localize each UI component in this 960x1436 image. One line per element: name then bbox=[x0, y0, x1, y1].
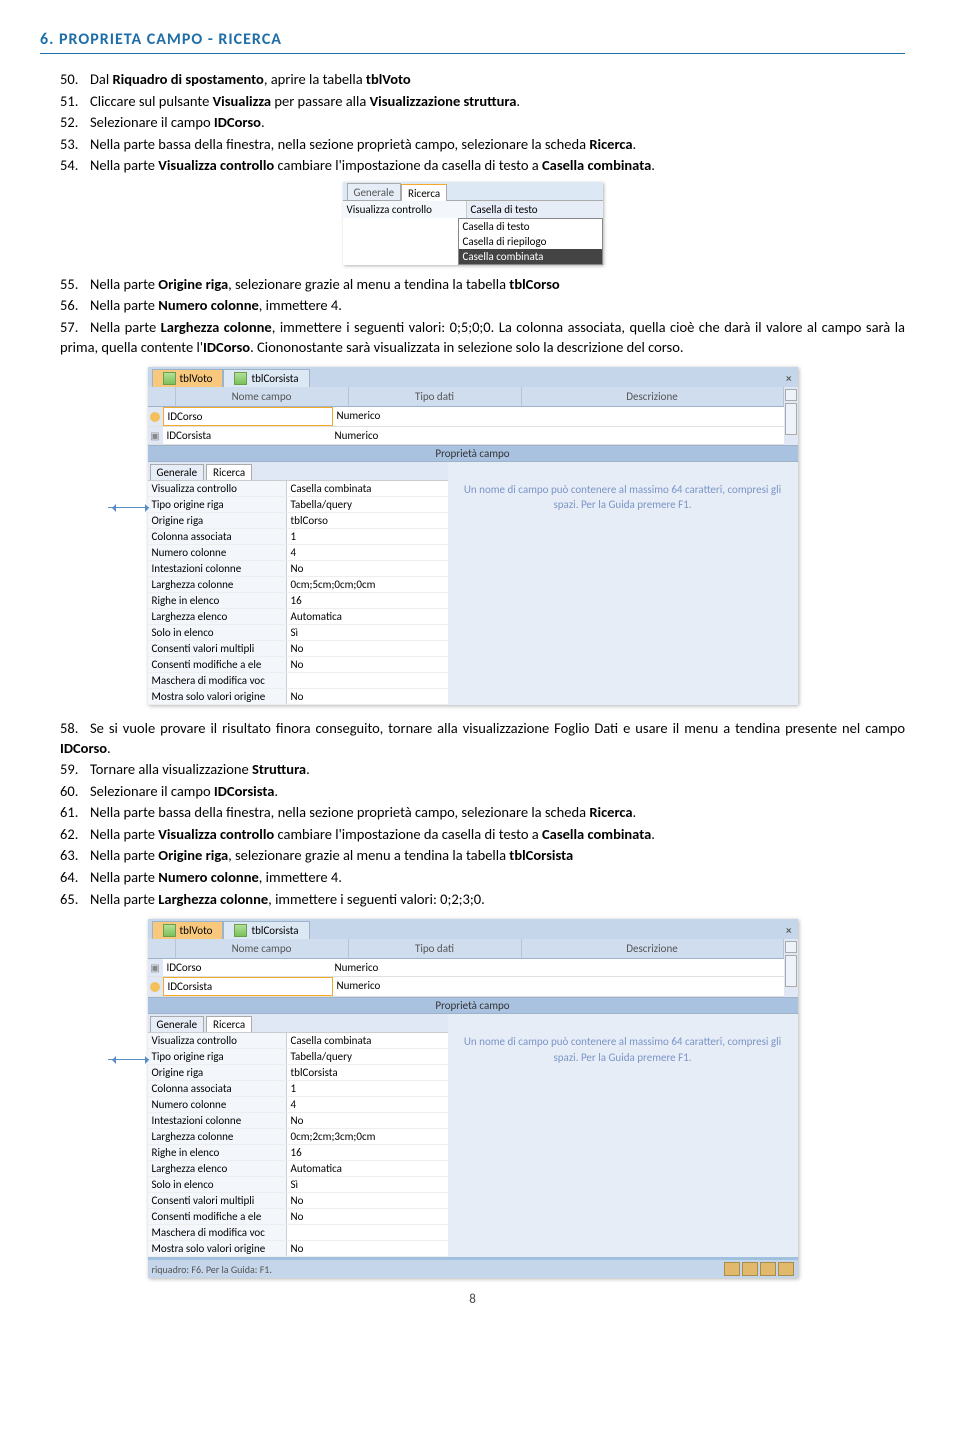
list-2: 55.Nella parte Origine riga, selezionare… bbox=[60, 275, 905, 357]
list-item: 59.Tornare alla visualizzazione Struttur… bbox=[60, 760, 905, 780]
list-item: 58.Se si vuole provare il risultato fino… bbox=[60, 719, 905, 758]
list-1: 50.Dal Riquadro di spostamento, aprire l… bbox=[60, 70, 905, 176]
status-bar: riquadro: F6. Per la Guida: F1. bbox=[148, 1257, 798, 1278]
list-item: 55.Nella parte Origine riga, selezionare… bbox=[60, 275, 905, 295]
property-bar: Proprietà campo bbox=[148, 997, 798, 1014]
list-item: 51.Cliccare sul pulsante Visualizza per … bbox=[60, 92, 905, 112]
field-name[interactable]: IDCorsista bbox=[163, 427, 331, 444]
property-row[interactable]: Righe in elenco16 bbox=[148, 1145, 448, 1161]
list-item: 63.Nella parte Origine riga, selezionare… bbox=[60, 846, 905, 866]
list-item: 54.Nella parte Visualizza controllo camb… bbox=[60, 156, 905, 176]
property-row[interactable]: Mostra solo valori origineNo bbox=[148, 1241, 448, 1257]
view-icon[interactable] bbox=[742, 1262, 758, 1276]
table-icon bbox=[234, 372, 247, 385]
screenshot-table-design-a: tblVototblCorsista×Nome campoTipo datiDe… bbox=[148, 367, 798, 705]
tab-ricerca[interactable]: Ricerca bbox=[401, 184, 447, 201]
close-icon[interactable]: × bbox=[780, 370, 797, 387]
property-row[interactable]: Larghezza colonne0cm;5cm;0cm;0cm bbox=[148, 577, 448, 593]
list-item: 57.Nella parte Larghezza colonne, immett… bbox=[60, 318, 905, 357]
pointer-arrow-icon bbox=[108, 507, 149, 508]
view-icon[interactable] bbox=[760, 1262, 776, 1276]
list-item: 62.Nella parte Visualizza controllo camb… bbox=[60, 825, 905, 845]
property-row[interactable]: Maschera di modifica voc bbox=[148, 673, 448, 689]
tab-ricerca[interactable]: Ricerca bbox=[206, 464, 252, 480]
list-item: 61.Nella parte bassa della finestra, nel… bbox=[60, 803, 905, 823]
property-row[interactable]: Larghezza colonne0cm;2cm;3cm;0cm bbox=[148, 1129, 448, 1145]
tab-generale[interactable]: Generale bbox=[347, 183, 402, 200]
screenshot-visualizza-controllo: Generale Ricerca Visualizza controllo Ca… bbox=[343, 182, 603, 265]
section-heading: 6. PROPRIETA CAMPO - RICERCA bbox=[40, 30, 905, 54]
property-row[interactable]: Numero colonne4 bbox=[148, 545, 448, 561]
property-row[interactable]: Solo in elencoSì bbox=[148, 1177, 448, 1193]
property-row[interactable]: Visualizza controlloCasella combinata bbox=[148, 481, 448, 497]
view-icon[interactable] bbox=[778, 1262, 794, 1276]
field-type[interactable]: Numerico bbox=[331, 427, 499, 444]
property-row[interactable]: Mostra solo valori origineNo bbox=[148, 689, 448, 705]
field-name[interactable]: IDCorsista bbox=[163, 977, 333, 996]
page-number: 8 bbox=[40, 1292, 905, 1307]
list-item: 64.Nella parte Numero colonne, immettere… bbox=[60, 868, 905, 888]
property-row[interactable]: Larghezza elencoAutomatica bbox=[148, 609, 448, 625]
property-row[interactable]: Origine rigatblCorso bbox=[148, 513, 448, 529]
property-row[interactable]: Maschera di modifica voc bbox=[148, 1225, 448, 1241]
prop-value[interactable]: Casella di testo bbox=[467, 201, 603, 218]
list-item: 56.Nella parte Numero colonne, immettere… bbox=[60, 296, 905, 316]
table-icon bbox=[234, 924, 247, 937]
dropdown-list[interactable]: Casella di testo Casella di riepilogo Ca… bbox=[458, 218, 603, 265]
table-icon bbox=[163, 924, 176, 937]
list-item: 53.Nella parte bassa della finestra, nel… bbox=[60, 135, 905, 155]
dropdown-opt[interactable]: Casella di testo bbox=[459, 219, 602, 234]
field-type[interactable]: Numerico bbox=[333, 977, 501, 996]
property-row[interactable]: Colonna associata1 bbox=[148, 1081, 448, 1097]
tab-tblcorsista[interactable]: tblCorsista bbox=[223, 369, 309, 387]
tab-tblvoto[interactable]: tblVoto bbox=[152, 921, 224, 939]
list-item: 60.Selezionare il campo IDCorsista. bbox=[60, 782, 905, 802]
property-row[interactable]: Tipo origine rigaTabella/query bbox=[148, 1049, 448, 1065]
help-text: Un nome di campo può contenere al massim… bbox=[448, 1014, 798, 1257]
property-row[interactable]: Intestazioni colonneNo bbox=[148, 561, 448, 577]
field-name[interactable]: IDCorso bbox=[163, 407, 333, 426]
property-row[interactable]: Numero colonne4 bbox=[148, 1097, 448, 1113]
tab-tblvoto[interactable]: tblVoto bbox=[152, 369, 224, 387]
tab-generale[interactable]: Generale bbox=[150, 464, 205, 480]
tab-generale[interactable]: Generale bbox=[150, 1016, 205, 1032]
dropdown-opt[interactable]: Casella di riepilogo bbox=[459, 234, 602, 249]
screenshot-table-design-b: tblVototblCorsista×Nome campoTipo datiDe… bbox=[148, 919, 798, 1278]
scrollbar[interactable] bbox=[784, 387, 798, 445]
property-row[interactable]: Origine rigatblCorsista bbox=[148, 1065, 448, 1081]
field-type[interactable]: Numerico bbox=[333, 407, 501, 426]
tab-tblcorsista[interactable]: tblCorsista bbox=[223, 921, 309, 939]
list-3: 58.Se si vuole provare il risultato fino… bbox=[60, 719, 905, 909]
field-name[interactable]: IDCorso bbox=[163, 959, 331, 976]
property-row[interactable]: Consenti valori multipliNo bbox=[148, 1193, 448, 1209]
property-row[interactable]: Consenti modifiche a eleNo bbox=[148, 657, 448, 673]
dropdown-opt-selected[interactable]: Casella combinata bbox=[459, 249, 602, 264]
table-icon bbox=[163, 372, 176, 385]
property-row[interactable]: Intestazioni colonneNo bbox=[148, 1113, 448, 1129]
tab-ricerca[interactable]: Ricerca bbox=[206, 1016, 252, 1032]
property-row[interactable]: Consenti modifiche a eleNo bbox=[148, 1209, 448, 1225]
help-text: Un nome di campo può contenere al massim… bbox=[448, 462, 798, 705]
key-icon bbox=[150, 982, 160, 992]
property-row[interactable]: Visualizza controlloCasella combinata bbox=[148, 1033, 448, 1049]
list-item: 65.Nella parte Larghezza colonne, immett… bbox=[60, 890, 905, 910]
property-row[interactable]: Solo in elencoSì bbox=[148, 625, 448, 641]
view-icon[interactable] bbox=[724, 1262, 740, 1276]
property-row[interactable]: Larghezza elencoAutomatica bbox=[148, 1161, 448, 1177]
property-row[interactable]: Tipo origine rigaTabella/query bbox=[148, 497, 448, 513]
property-bar: Proprietà campo bbox=[148, 445, 798, 462]
key-icon bbox=[150, 412, 160, 422]
pointer-arrow-icon bbox=[108, 1059, 149, 1060]
field-type[interactable]: Numerico bbox=[331, 959, 499, 976]
property-row[interactable]: Consenti valori multipliNo bbox=[148, 641, 448, 657]
property-row[interactable]: Colonna associata1 bbox=[148, 529, 448, 545]
close-icon[interactable]: × bbox=[780, 922, 797, 939]
scrollbar[interactable] bbox=[784, 939, 798, 997]
property-row[interactable]: Righe in elenco16 bbox=[148, 593, 448, 609]
prop-label: Visualizza controllo bbox=[343, 201, 467, 218]
list-item: 50.Dal Riquadro di spostamento, aprire l… bbox=[60, 70, 905, 90]
list-item: 52.Selezionare il campo IDCorso. bbox=[60, 113, 905, 133]
